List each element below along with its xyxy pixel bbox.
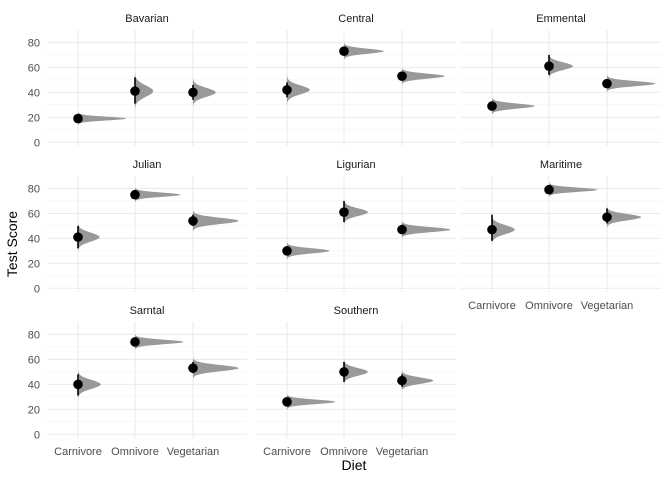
density-emmental-omnivore: [549, 53, 573, 80]
y-tick-label-bavarian-80: 80: [28, 37, 40, 49]
density-southern-omnivore: [344, 358, 368, 385]
density-central-omnivore: [344, 42, 384, 60]
y-axis-title: Test Score: [4, 211, 20, 277]
facet-southern: Southern Carnivore Omnivore Vegetarian: [256, 305, 456, 458]
y-tick-label-sarntal-20: 20: [28, 404, 40, 416]
y-tick-label-bavarian-0: 0: [34, 137, 40, 149]
facet-label-sarntal: Sarntal: [130, 305, 165, 317]
density-bavarian-vegetarian: [193, 77, 216, 108]
facet-label-maritime: Maritime: [540, 159, 582, 171]
point-emmental-vegetarian: [602, 78, 612, 89]
point-maritime-omnivore: [544, 184, 554, 195]
facet-label-southern: Southern: [334, 305, 379, 317]
density-maritime-vegetarian: [607, 206, 642, 229]
y-tick-label-julian-40: 40: [28, 233, 40, 245]
facet-maritime: Maritime Carnivore Omnivore Vegetarian: [461, 159, 661, 312]
density-sarntal-omnivore: [135, 334, 184, 350]
y-tick-label-julian-60: 60: [28, 208, 40, 220]
point-ligurian-carnivore: [282, 246, 292, 256]
y-tick-label-bavarian-60: 60: [28, 62, 40, 74]
facet-label-central: Central: [338, 13, 373, 25]
point-bavarian-carnivore: [73, 113, 83, 124]
y-tick-label-bavarian-40: 40: [28, 87, 40, 99]
point-central-omnivore: [339, 46, 349, 57]
density-julian-carnivore: [78, 221, 100, 253]
facet-central: Central: [256, 13, 456, 146]
point-julian-carnivore: [73, 232, 83, 242]
facet-emmental: Emmental: [461, 13, 661, 146]
x-tick-label-southern-omnivore: Omnivore: [320, 446, 368, 458]
y-tick-label-sarntal-40: 40: [28, 379, 40, 391]
density-julian-vegetarian: [193, 209, 239, 232]
density-ligurian-vegetarian: [402, 220, 451, 239]
density-emmental-vegetarian: [607, 74, 656, 93]
y-tick-label-sarntal-0: 0: [34, 429, 40, 441]
y-tick-label-julian-80: 80: [28, 183, 40, 195]
density-bavarian-omnivore: [135, 71, 154, 111]
point-ligurian-omnivore: [339, 207, 349, 217]
point-sarntal-vegetarian: [188, 363, 198, 373]
density-ligurian-omnivore: [344, 199, 368, 226]
x-tick-label-maritime-vegetarian: Vegetarian: [581, 300, 634, 312]
x-tick-label-southern-carnivore: Carnivore: [263, 446, 311, 458]
facet-julian: Julian 0 20 40 60 80: [28, 159, 247, 295]
point-emmental-carnivore: [487, 101, 497, 111]
point-maritime-vegetarian: [602, 212, 612, 222]
facet-bavarian: Bavarian 0 20 40 60 80: [28, 13, 247, 149]
density-southern-carnivore: [287, 393, 336, 410]
x-tick-label-sarntal-carnivore: Carnivore: [54, 446, 102, 458]
point-southern-omnivore: [339, 367, 349, 377]
point-southern-vegetarian: [397, 375, 407, 386]
x-axis-title: Diet: [342, 457, 367, 473]
point-julian-vegetarian: [188, 216, 198, 226]
point-central-vegetarian: [397, 71, 407, 81]
y-tick-label-sarntal-60: 60: [28, 354, 40, 366]
y-tick-label-bavarian-20: 20: [28, 112, 40, 124]
density-maritime-carnivore: [492, 214, 515, 245]
facet-label-bavarian: Bavarian: [125, 13, 168, 25]
y-tick-label-julian-20: 20: [28, 258, 40, 270]
facet-label-julian: Julian: [133, 159, 162, 171]
point-sarntal-omnivore: [130, 337, 140, 347]
density-central-vegetarian: [402, 67, 445, 85]
point-sarntal-carnivore: [73, 379, 83, 390]
facet-sarntal: Sarntal 0 20 40 60 80 Carnivore Omnivore Vegetar…: [28, 305, 247, 458]
x-tick-label-southern-vegetarian: Vegetarian: [376, 446, 429, 458]
density-southern-vegetarian: [402, 369, 434, 392]
x-tick-label-maritime-omnivore: Omnivore: [525, 300, 573, 312]
x-tick-label-maritime-carnivore: Carnivore: [468, 300, 516, 312]
point-bavarian-vegetarian: [188, 87, 198, 98]
point-southern-carnivore: [282, 397, 292, 407]
y-tick-label-sarntal-80: 80: [28, 329, 40, 341]
point-ligurian-vegetarian: [397, 224, 407, 235]
density-central-carnivore: [287, 74, 310, 106]
x-tick-label-sarntal-omnivore: Omnivore: [111, 446, 159, 458]
density-maritime-omnivore: [549, 182, 598, 198]
density-julian-omnivore: [135, 187, 181, 203]
point-central-carnivore: [282, 85, 292, 95]
x-tick-label-sarntal-vegetarian: Vegetarian: [167, 446, 220, 458]
point-bavarian-omnivore: [130, 86, 140, 96]
density-sarntal-vegetarian: [193, 357, 239, 380]
density-emmental-carnivore: [492, 97, 535, 115]
y-tick-label-julian-0: 0: [34, 283, 40, 295]
facet-label-ligurian: Ligurian: [336, 159, 375, 171]
density-bavarian-carnivore: [78, 112, 127, 126]
point-julian-omnivore: [130, 189, 140, 200]
density-ligurian-carnivore: [287, 242, 330, 260]
point-maritime-carnivore: [487, 224, 497, 235]
facet-label-emmental: Emmental: [536, 13, 586, 25]
facet-ligurian: Ligurian: [256, 159, 456, 292]
density-sarntal-carnivore: [78, 369, 101, 400]
point-emmental-omnivore: [544, 61, 554, 71]
